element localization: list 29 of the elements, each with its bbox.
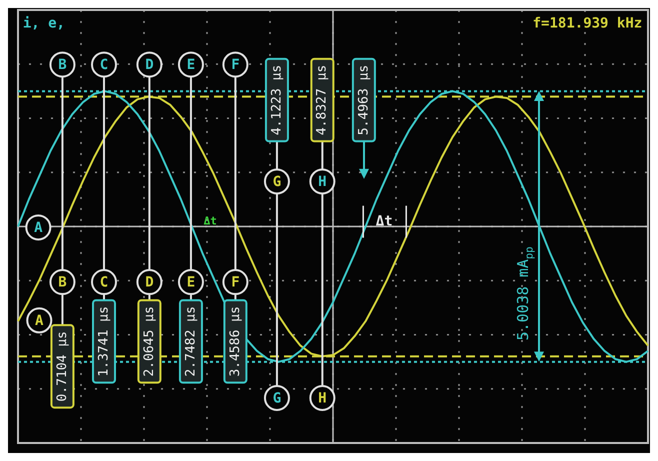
annotation: Δt	[376, 213, 393, 230]
annotation: 5.4963 µs	[356, 64, 372, 136]
annotation: H	[318, 174, 327, 190]
text: f=181.939 kHz	[532, 15, 642, 32]
annotation: 2.7482 µs	[183, 306, 198, 377]
text: E	[186, 57, 196, 74]
annotation: C	[100, 274, 108, 291]
annotation: F	[231, 274, 240, 291]
annotation: E	[186, 274, 196, 291]
text: G	[272, 390, 282, 407]
text: F	[231, 57, 240, 74]
text: H	[318, 390, 327, 407]
annotation: 0.7104 µs	[54, 331, 70, 402]
annotation: D	[145, 274, 154, 291]
annotation: 5.0038 mApp	[514, 246, 536, 341]
text: D	[145, 57, 154, 74]
annotation: Δt	[204, 214, 217, 228]
text: i, e,	[22, 15, 65, 32]
annotation: G	[272, 174, 282, 190]
text: B	[58, 57, 67, 74]
annotation: 2.0645 µs	[142, 306, 157, 377]
annotation: A	[35, 313, 44, 330]
annotation: B	[58, 274, 67, 291]
text: C	[100, 57, 108, 74]
annotation: 4.8327 µs	[314, 64, 330, 136]
annotation: 4.1223 µs	[269, 64, 284, 136]
annotation: 1.3741 µs	[96, 306, 112, 377]
annotation: A	[34, 220, 44, 236]
annotation: 3.4586 µs	[228, 306, 243, 377]
